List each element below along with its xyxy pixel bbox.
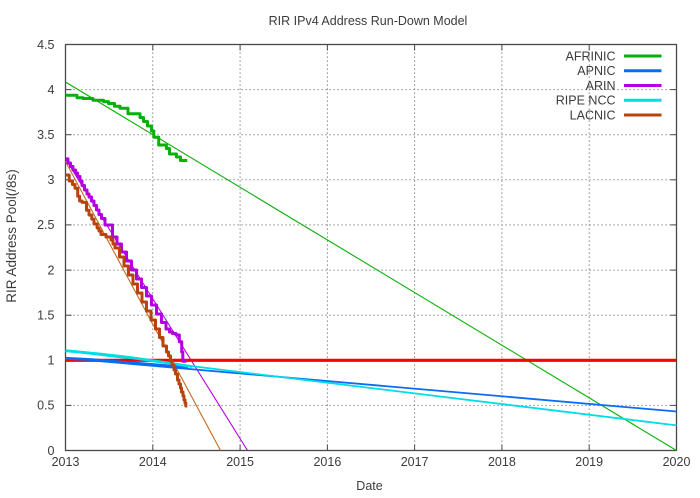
- svg-text:RIPE NCC: RIPE NCC: [556, 94, 616, 108]
- svg-text:2020: 2020: [663, 455, 691, 469]
- svg-text:2016: 2016: [313, 455, 341, 469]
- svg-text:2.5: 2.5: [37, 218, 54, 232]
- svg-text:2014: 2014: [139, 455, 167, 469]
- svg-text:4.5: 4.5: [37, 38, 54, 52]
- svg-text:2015: 2015: [226, 455, 254, 469]
- svg-text:2017: 2017: [401, 455, 429, 469]
- svg-text:4: 4: [48, 83, 55, 97]
- svg-text:3: 3: [48, 173, 55, 187]
- svg-text:Date: Date: [356, 479, 382, 493]
- svg-text:0: 0: [48, 444, 55, 458]
- svg-text:AFRINIC: AFRINIC: [566, 49, 616, 63]
- svg-text:LACNIC: LACNIC: [570, 108, 616, 122]
- svg-text:2: 2: [48, 263, 55, 277]
- svg-text:2018: 2018: [488, 455, 516, 469]
- svg-text:1.5: 1.5: [37, 309, 54, 323]
- svg-text:ARIN: ARIN: [586, 79, 616, 93]
- svg-text:APNIC: APNIC: [577, 64, 615, 78]
- svg-text:2013: 2013: [52, 455, 80, 469]
- svg-text:3.5: 3.5: [37, 128, 54, 142]
- svg-text:2019: 2019: [575, 455, 603, 469]
- svg-text:0.5: 0.5: [37, 399, 54, 413]
- svg-text:RIR Address Pool(/8s): RIR Address Pool(/8s): [4, 169, 19, 303]
- svg-text:RIR IPv4 Address Run-Down Mode: RIR IPv4 Address Run-Down Model: [269, 14, 468, 28]
- svg-text:1: 1: [48, 354, 55, 368]
